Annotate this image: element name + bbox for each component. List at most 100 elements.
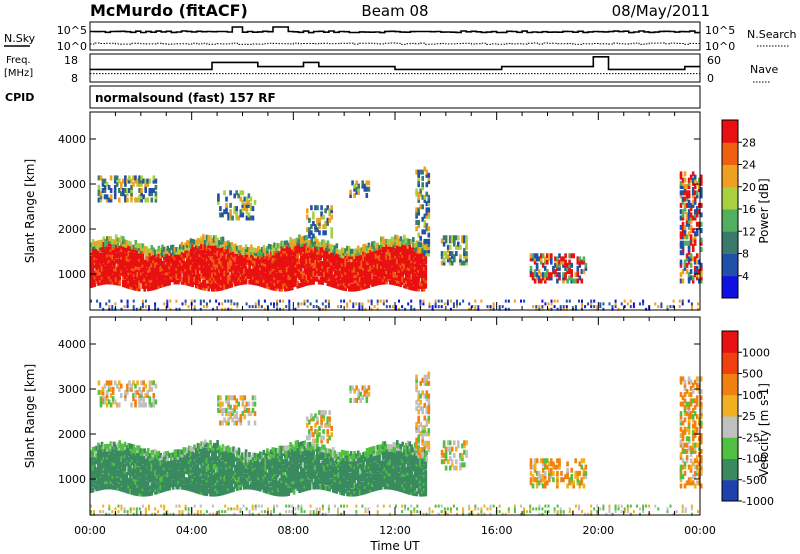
range-gate-cell — [111, 305, 114, 309]
range-gate-cell — [152, 247, 155, 253]
range-gate-cell — [162, 271, 166, 277]
range-gate-cell — [275, 248, 278, 254]
range-gate-cell — [273, 277, 276, 283]
range-gate-cell — [287, 275, 291, 281]
range-gate-cell — [424, 264, 428, 270]
range-gate-cell — [264, 253, 267, 259]
range-gate-cell — [244, 247, 248, 252]
range-gate-cell — [285, 251, 289, 257]
range-gate-cell — [223, 249, 226, 255]
range-gate-cell — [184, 264, 187, 269]
range-gate-cell — [166, 259, 170, 265]
range-gate-cell — [109, 263, 113, 269]
range-gate-cell — [253, 247, 257, 253]
range-gate-cell — [218, 248, 221, 254]
range-gate-cell — [278, 283, 282, 289]
range-gate-cell — [211, 262, 214, 268]
range-gate-cell — [693, 174, 697, 180]
range-gate-cell — [283, 275, 287, 281]
range-gate-cell — [122, 263, 125, 269]
range-gate-cell — [239, 266, 243, 272]
range-gate-cell — [177, 268, 180, 274]
range-gate-cell — [218, 302, 221, 306]
range-gate-cell — [123, 239, 127, 245]
range-gate-cell — [202, 271, 205, 277]
range-gate-cell — [391, 305, 394, 309]
range-gate-cell — [237, 272, 241, 278]
range-gate-cell — [141, 251, 145, 257]
range-gate-cell — [280, 265, 283, 270]
range-gate-cell — [243, 266, 246, 272]
range-gate-cell — [287, 286, 291, 291]
range-gate-cell — [113, 277, 116, 283]
range-gate-cell — [140, 188, 143, 193]
range-gate-cell — [127, 275, 130, 281]
range-gate-cell — [266, 264, 269, 270]
range-gate-cell — [134, 253, 138, 259]
range-gate-cell — [216, 283, 219, 289]
range-gate-cell — [143, 273, 146, 279]
range-gate-cell — [218, 272, 221, 278]
range-gate-cell — [239, 253, 243, 259]
range-gate-cell — [287, 272, 291, 278]
range-gate-cell — [681, 302, 684, 306]
range-gate-cell — [243, 255, 246, 261]
range-gate-cell — [440, 299, 443, 303]
range-gate-cell — [262, 282, 266, 288]
range-gate-cell — [196, 240, 200, 246]
range-gate-cell — [288, 305, 291, 309]
range-gate-cell — [150, 261, 154, 267]
range-gate-cell — [122, 260, 125, 266]
range-gate-cell — [109, 276, 113, 282]
range-gate-cell — [209, 267, 212, 273]
range-gate-cell — [173, 266, 177, 271]
range-gate-cell — [95, 275, 98, 281]
range-gate-cell — [330, 227, 333, 233]
range-gate-cell — [100, 263, 104, 269]
range-gate-cell — [327, 299, 330, 303]
range-gate-cell — [203, 256, 207, 262]
range-gate-cell — [134, 277, 138, 283]
range-gate-cell — [214, 278, 218, 284]
range-gate-cell — [104, 274, 107, 280]
range-gate-cell — [179, 255, 182, 261]
range-gate-cell — [257, 272, 260, 278]
range-gate-cell — [97, 248, 100, 254]
range-gate-cell — [335, 243, 339, 249]
range-gate-cell — [367, 186, 371, 192]
range-gate-cell — [125, 269, 129, 275]
range-gate-cell — [283, 283, 287, 289]
range-gate-cell — [376, 299, 379, 303]
range-gate-cell — [202, 280, 205, 285]
range-gate-cell — [289, 237, 292, 242]
range-gate-cell — [109, 249, 113, 255]
range-gate-cell — [287, 280, 291, 286]
range-gate-cell — [166, 253, 170, 259]
range-gate-cell — [196, 273, 200, 278]
range-gate-cell — [134, 248, 138, 253]
range-gate-cell — [269, 284, 273, 290]
range-gate-cell — [223, 241, 226, 247]
range-gate-cell — [221, 239, 225, 245]
range-gate-cell — [550, 302, 553, 306]
range-gate-cell — [262, 247, 266, 253]
range-gate-cell — [289, 272, 292, 278]
range-gate-cell — [122, 238, 125, 244]
range-gate-cell — [91, 252, 95, 258]
range-gate-cell — [291, 242, 294, 247]
range-gate-cell — [161, 260, 164, 266]
range-gate-cell — [122, 244, 125, 250]
range-gate-cell — [126, 197, 129, 203]
range-gate-cell — [209, 246, 212, 251]
range-gate-cell — [196, 281, 200, 287]
range-gate-cell — [214, 237, 218, 243]
range-gate-cell — [340, 299, 343, 303]
range-gate-cell — [138, 286, 141, 292]
range-gate-cell — [373, 305, 376, 309]
range-gate-cell — [195, 283, 198, 289]
range-gate-cell — [234, 249, 237, 254]
range-gate-cell — [95, 243, 98, 249]
range-gate-cell — [106, 271, 109, 277]
range-gate-cell — [111, 244, 114, 250]
range-gate-cell — [271, 244, 275, 250]
